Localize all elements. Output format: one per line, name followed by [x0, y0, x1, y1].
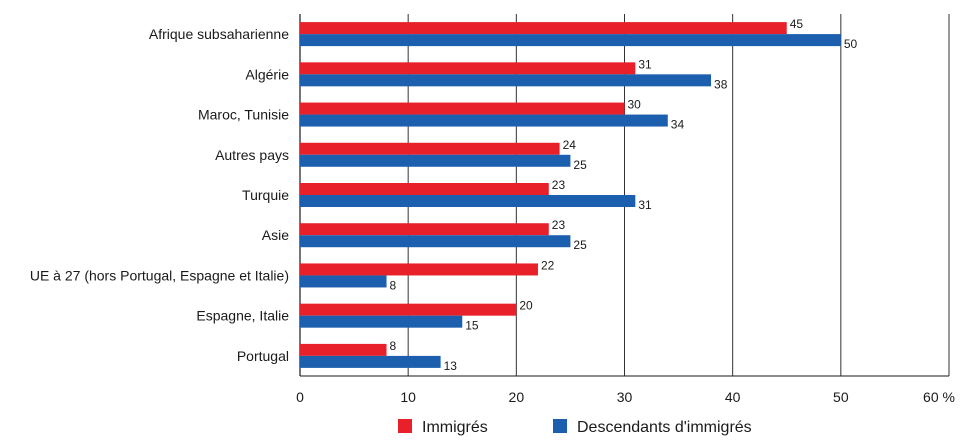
legend-swatch-descendants [553, 419, 567, 433]
bars [300, 22, 841, 368]
data-label: 24 [563, 138, 577, 152]
category-label: UE à 27 (hors Portugal, Espagne et Itali… [30, 267, 289, 283]
category-label: Maroc, Tunisie [198, 107, 289, 123]
x-tick-label: 40 [725, 389, 741, 405]
bar-descendants [300, 34, 841, 47]
x-tick-label: 30 [617, 389, 633, 405]
category-label: Portugal [237, 348, 289, 364]
data-label: 25 [573, 158, 587, 172]
x-tick-label: 0 [296, 389, 304, 405]
data-label: 13 [444, 359, 458, 373]
category-label: Afrique subsaharienne [149, 26, 289, 42]
data-label: 31 [638, 57, 652, 71]
x-tick-label: 10 [400, 389, 416, 405]
data-labels: 45 50 31 38 30 34 24 25 23 31 23 25 22 8 20 15 8 13 [390, 17, 858, 373]
data-label: 22 [541, 258, 555, 272]
bar-descendants [300, 315, 463, 328]
bar-descendants [300, 154, 571, 167]
category-label: Algérie [245, 66, 289, 82]
legend-label: Immigrés [422, 419, 488, 436]
data-label: 34 [671, 118, 685, 132]
data-label: 23 [552, 218, 566, 232]
legend: Immigrés Descendants d'immigrés [398, 419, 752, 436]
bar-descendants [300, 74, 712, 87]
legend-label: Descendants d'immigrés [577, 419, 752, 436]
category-label: Asie [262, 227, 289, 243]
bar-immigres [300, 102, 625, 115]
category-label: Espagne, Italie [196, 308, 289, 324]
bar-immigres [300, 263, 538, 276]
bar-immigres [300, 62, 636, 75]
bar-descendants [300, 195, 636, 207]
data-label: 8 [390, 339, 397, 353]
data-label: 15 [465, 319, 479, 333]
bar-immigres [300, 343, 387, 356]
data-label: 20 [519, 299, 533, 313]
bar-immigres [300, 22, 787, 35]
bar-immigres [300, 223, 549, 236]
bar-descendants [300, 355, 441, 368]
legend-swatch-immigres [398, 419, 412, 433]
bar-immigres [300, 303, 517, 316]
data-label: 8 [390, 278, 397, 292]
bar-immigres [300, 183, 549, 195]
data-label: 38 [714, 77, 728, 91]
data-label: 30 [628, 98, 642, 112]
x-tick-label: 60 % [923, 389, 955, 405]
category-label: Autres pays [215, 147, 289, 163]
data-label: 31 [638, 198, 652, 212]
bar-descendants [300, 235, 571, 248]
bar-descendants [300, 114, 668, 127]
data-label: 50 [844, 37, 858, 51]
category-labels: Afrique subsaharienne Algérie Maroc, Tunis… [30, 26, 289, 364]
bar-immigres [300, 142, 560, 155]
x-axis: 0 10 20 30 40 50 60 % [296, 375, 955, 405]
data-label: 23 [552, 178, 566, 192]
x-tick-label: 20 [509, 389, 525, 405]
x-tick-label: 50 [833, 389, 849, 405]
bar-descendants [300, 275, 387, 288]
data-label: 45 [790, 17, 804, 31]
category-label: Turquie [242, 187, 289, 203]
data-label: 25 [573, 238, 587, 252]
